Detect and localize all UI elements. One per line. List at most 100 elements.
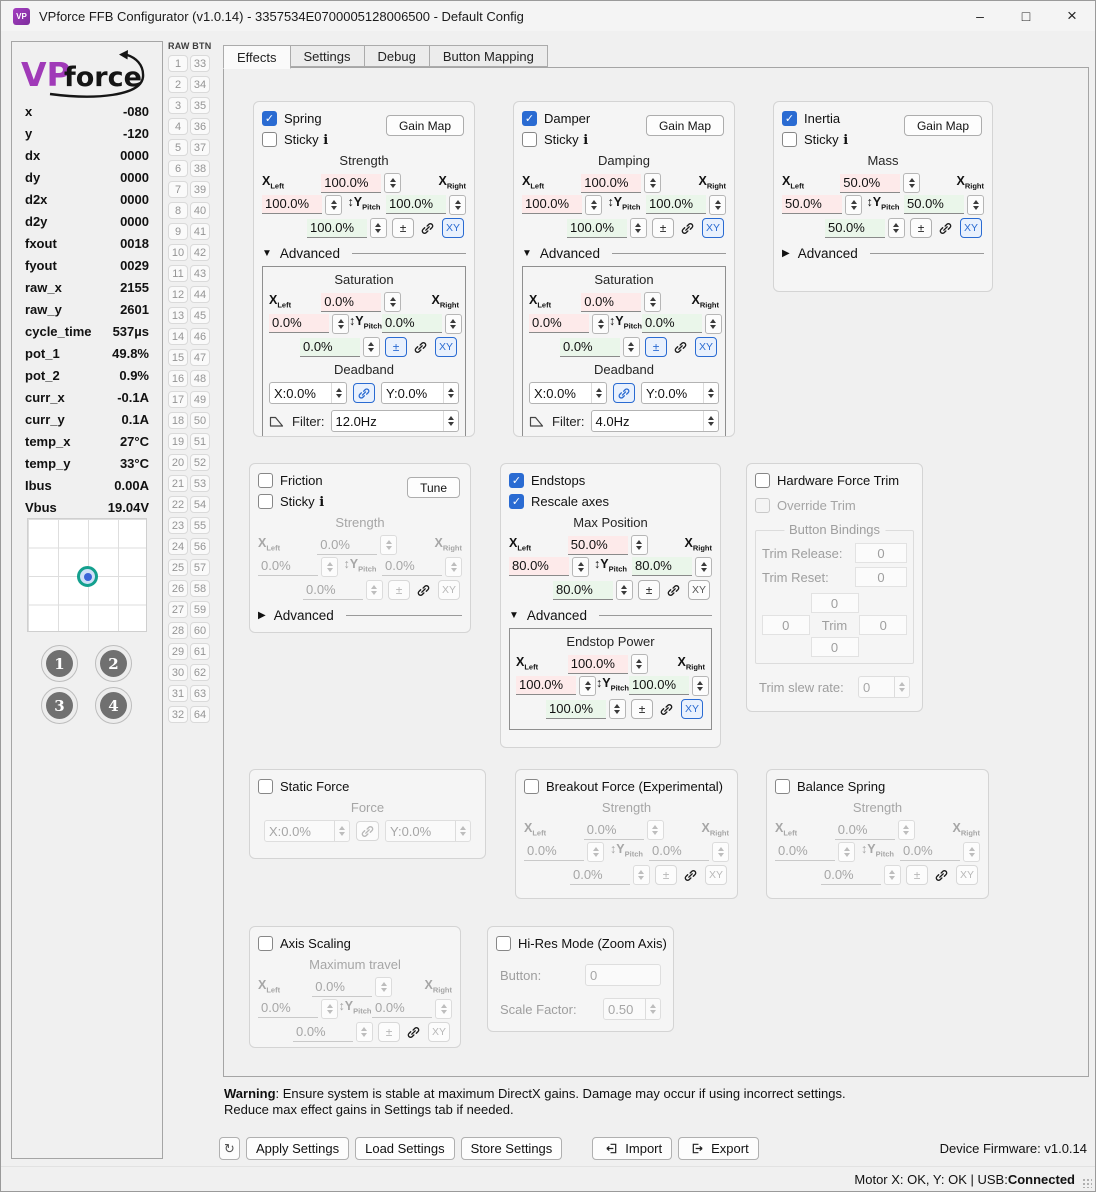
plusminus-toggle-button[interactable]: ± (905, 865, 928, 885)
checkbox[interactable]: ✓ (509, 494, 524, 509)
advanced-toggle[interactable]: ▼ Advanced (262, 242, 466, 264)
plusminus-toggle-button[interactable]: ± (654, 865, 677, 885)
store-settings-button[interactable]: Store Settings (460, 1137, 563, 1160)
trim-right-field[interactable]: 0 (859, 615, 908, 635)
plusminus-toggle-button[interactable]: ± (909, 218, 932, 238)
spin-arrows[interactable] (838, 841, 855, 862)
spin-arrows[interactable] (703, 411, 718, 431)
spin-arrows[interactable] (384, 173, 402, 193)
xy-link-toggle-button[interactable]: XY (680, 699, 703, 719)
trim-left-field[interactable]: 0 (761, 615, 810, 635)
resize-grip[interactable] (1083, 1179, 1092, 1188)
spin-arrows[interactable] (435, 998, 452, 1019)
checkbox[interactable] (258, 936, 273, 951)
panel-enable-axisscale[interactable]: Axis Scaling (258, 933, 452, 954)
checkbox[interactable] (775, 779, 790, 794)
spin-right[interactable]: 100.0% (646, 194, 726, 215)
spin-arrows[interactable] (645, 999, 660, 1019)
checkbox[interactable] (755, 498, 770, 513)
spin-bottom[interactable]: 0.0% (292, 1022, 373, 1042)
spin-left[interactable]: 0.0% (269, 313, 349, 334)
spin-right[interactable]: 0.0% (649, 841, 729, 862)
link-axes-icon[interactable] (419, 221, 437, 236)
spin-arrows[interactable] (334, 821, 349, 841)
spin-arrows[interactable] (894, 677, 909, 697)
sticky-checkbox[interactable]: Sticky i (782, 129, 984, 150)
spin-arrows[interactable] (615, 580, 633, 600)
spin-arrows[interactable] (443, 383, 458, 403)
spin-arrows[interactable] (449, 194, 466, 215)
spin-left[interactable]: 0.0% (524, 841, 604, 862)
spin-left[interactable]: 100.0% (262, 194, 342, 215)
spin-arrows[interactable] (632, 865, 650, 885)
link-axes-icon[interactable] (682, 868, 700, 883)
spin-bottom[interactable]: 100.0% (545, 699, 626, 719)
spin-arrows[interactable] (712, 841, 729, 862)
spin-arrows[interactable] (630, 535, 648, 555)
advanced-toggle[interactable]: ▶ Advanced (782, 242, 984, 264)
spin-right[interactable]: 100.0% (628, 675, 709, 696)
spin-arrows[interactable] (579, 675, 596, 696)
import-button[interactable]: Import (592, 1137, 673, 1160)
plusminus-toggle-button[interactable]: ± (387, 580, 410, 600)
spin-arrows[interactable] (380, 535, 398, 555)
spin-arrows[interactable] (897, 820, 915, 840)
spin-bottom[interactable]: 0.0% (820, 865, 901, 885)
panel-enable-trim[interactable]: Hardware Force Trim (755, 470, 914, 491)
link-axes-button[interactable] (353, 383, 375, 403)
filter-spin[interactable]: 12.0Hz (330, 410, 459, 432)
xy-link-toggle-button[interactable]: XY (441, 218, 464, 238)
panel-enable-inertia[interactable]: ✓ Inertia (782, 108, 984, 129)
spin-arrows[interactable] (362, 337, 380, 357)
spin-arrows[interactable] (646, 820, 664, 840)
spin-arrows[interactable] (704, 313, 722, 334)
sticky-checkbox[interactable]: Sticky i (258, 491, 462, 512)
deadband-x-spin[interactable]: X:0.0% (529, 382, 607, 404)
spin-left[interactable]: 0.0% (775, 841, 855, 862)
panel-enable-balance[interactable]: Balance Spring (775, 776, 980, 797)
spin-bottom[interactable]: 0.0% (299, 337, 380, 357)
trim-release-field[interactable]: 0 (855, 543, 907, 563)
checkbox[interactable]: ✓ (262, 111, 277, 126)
trim-slew-rate-spin[interactable]: 0 (858, 676, 910, 698)
trim-up-field[interactable]: 0 (810, 593, 859, 613)
panel-enable-endstops[interactable]: ✓ Endstops (509, 470, 712, 491)
spin-arrows[interactable] (445, 556, 462, 577)
panel-enable-hires[interactable]: Hi-Res Mode (Zoom Axis) (496, 933, 667, 954)
plusminus-toggle-button[interactable]: ± (637, 580, 660, 600)
spin-arrows[interactable] (691, 675, 709, 696)
link-axes-icon[interactable] (933, 868, 951, 883)
spin-arrows[interactable] (644, 292, 662, 312)
spin-arrows[interactable] (321, 998, 338, 1019)
spin-right[interactable]: 100.0% (386, 194, 466, 215)
xy-link-toggle-button[interactable]: XY (437, 580, 460, 600)
static-force-y-spin[interactable]: Y:0.0% (385, 820, 471, 842)
deadband-y-spin[interactable]: Y:0.0% (641, 382, 719, 404)
override-trim-checkbox[interactable]: Override Trim (755, 495, 914, 516)
trim-reset-field[interactable]: 0 (855, 567, 907, 587)
spin-arrows[interactable] (608, 699, 626, 719)
spin-top[interactable]: 0.0% (317, 535, 398, 555)
friction-action-button[interactable]: Tune (407, 477, 460, 498)
spin-top[interactable]: 50.0% (840, 173, 921, 193)
spin-arrows[interactable] (967, 194, 984, 215)
spin-arrows[interactable] (444, 313, 462, 334)
spin-top[interactable]: 50.0% (567, 535, 648, 555)
xy-link-toggle-button[interactable]: XY (955, 865, 978, 885)
spin-arrows[interactable] (592, 313, 609, 334)
spin-left[interactable]: 80.0% (509, 556, 589, 577)
xy-link-toggle-button[interactable]: XY (701, 218, 724, 238)
close-button[interactable]: × (1067, 6, 1077, 25)
tab-debug[interactable]: Debug (363, 45, 430, 67)
spin-left[interactable]: 100.0% (522, 194, 602, 215)
hires-button-field[interactable]: 0 (585, 964, 661, 986)
spin-right[interactable]: 80.0% (632, 556, 712, 577)
spin-top[interactable]: 0.0% (834, 820, 915, 840)
spin-right[interactable]: 0.0% (382, 556, 462, 577)
deadband-x-spin[interactable]: X:0.0% (269, 382, 347, 404)
spin-arrows[interactable] (963, 841, 980, 862)
link-axes-icon[interactable] (412, 340, 430, 355)
spin-top[interactable]: 0.0% (321, 292, 402, 312)
checkbox[interactable] (522, 132, 537, 147)
tab-settings[interactable]: Settings (289, 45, 365, 67)
